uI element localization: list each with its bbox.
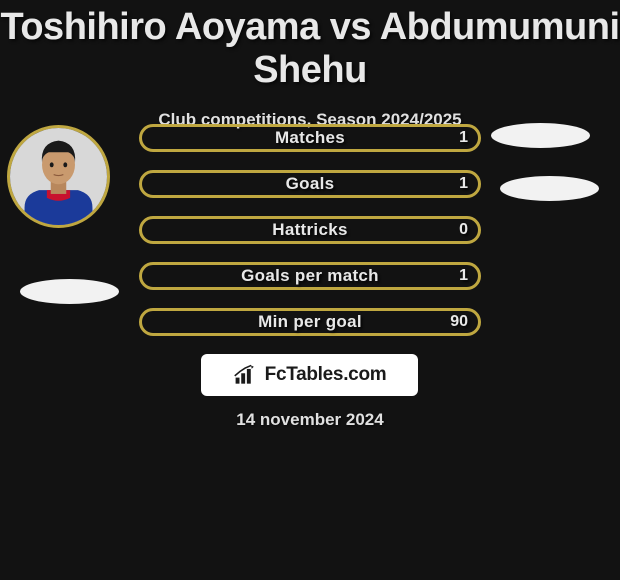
avatar-illustration bbox=[10, 128, 107, 225]
stat-value: 0 bbox=[459, 221, 468, 239]
stat-label: Goals per match bbox=[142, 266, 478, 286]
logo-text: FcTables.com bbox=[265, 364, 387, 386]
fctables-logo[interactable]: FcTables.com bbox=[201, 354, 418, 396]
stat-label: Hattricks bbox=[142, 220, 478, 240]
stat-row-goals: Goals 1 bbox=[139, 170, 481, 198]
chart-icon bbox=[233, 364, 259, 386]
player-left-name-placeholder bbox=[20, 279, 119, 304]
stat-label: Min per goal bbox=[142, 312, 478, 332]
stats-list: Matches 1 Goals 1 Hattricks 0 Goals per … bbox=[139, 124, 481, 336]
player-left-avatar bbox=[7, 125, 110, 228]
stat-row-min-per-goal: Min per goal 90 bbox=[139, 308, 481, 336]
stat-row-hattricks: Hattricks 0 bbox=[139, 216, 481, 244]
stat-row-goals-per-match: Goals per match 1 bbox=[139, 262, 481, 290]
stat-value: 90 bbox=[450, 313, 468, 331]
player-right-name-placeholder bbox=[500, 176, 599, 201]
page-title: Toshihiro Aoyama vs Abdumumuni Shehu bbox=[0, 0, 620, 92]
player-right-avatar-placeholder bbox=[491, 123, 590, 148]
stat-value: 1 bbox=[459, 267, 468, 285]
stat-label: Goals bbox=[142, 174, 478, 194]
stat-value: 1 bbox=[459, 129, 468, 147]
stat-label: Matches bbox=[142, 128, 478, 148]
stat-row-matches: Matches 1 bbox=[139, 124, 481, 152]
stat-value: 1 bbox=[459, 175, 468, 193]
date-text: 14 november 2024 bbox=[0, 410, 620, 430]
